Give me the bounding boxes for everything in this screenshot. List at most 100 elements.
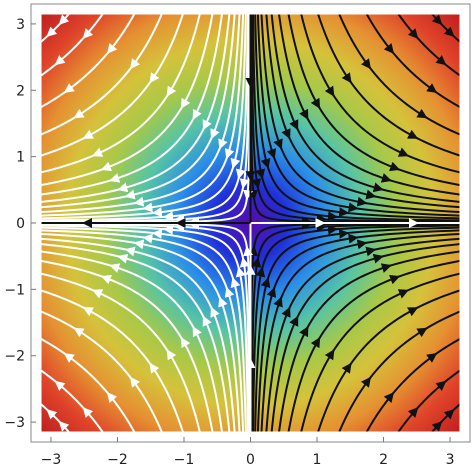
stream-arrow	[426, 83, 438, 94]
stream-arrow	[380, 263, 392, 273]
stream-arrow	[73, 327, 85, 338]
streamline	[41, 14, 251, 223]
stream-arrow	[210, 306, 220, 318]
stream-arrow	[63, 352, 75, 363]
streamline	[41, 14, 236, 209]
stream-arrow	[251, 256, 262, 268]
streamline	[41, 14, 104, 77]
streamline	[338, 310, 460, 432]
stream-arrow	[82, 306, 94, 317]
y-tick-label: 2	[16, 83, 25, 99]
stream-arrow	[310, 337, 321, 349]
stream-arrow	[348, 202, 359, 213]
streamline	[41, 250, 223, 432]
stream-arrow	[299, 108, 309, 120]
stream-arrow	[224, 286, 235, 298]
stream-arrow	[218, 138, 228, 150]
x-tick-label: −3	[41, 452, 62, 468]
x-tick-label: 3	[446, 452, 455, 468]
stream-arrow	[383, 42, 395, 54]
stream-arrow	[324, 85, 335, 97]
y-tick-label: 1	[16, 150, 25, 166]
stream-arrow	[255, 168, 266, 180]
stream-arrow	[230, 277, 241, 289]
streamline	[41, 232, 241, 432]
stream-arrow	[54, 380, 66, 391]
y-tick-label: −2	[4, 349, 25, 365]
streamline	[256, 14, 460, 217]
streamline	[300, 14, 460, 174]
streamline	[287, 260, 460, 432]
streamline	[41, 14, 223, 196]
stream-arrow	[149, 362, 160, 374]
stream-arrow	[260, 277, 271, 289]
stream-arrow	[348, 233, 359, 244]
stream-arrow	[166, 349, 177, 361]
streamline	[41, 14, 163, 136]
stream-arrow	[235, 168, 246, 180]
y-tick-label: −3	[4, 415, 25, 431]
stream-arrow	[380, 173, 392, 183]
stream-arrow	[92, 147, 104, 157]
stream-arrow	[180, 337, 191, 349]
stream-arrow	[273, 138, 283, 150]
streamline	[41, 14, 249, 222]
streamline	[41, 369, 104, 432]
stream-arrow	[281, 306, 291, 318]
stream-arrow	[389, 161, 401, 172]
stream-arrow	[426, 352, 438, 363]
stream-arrow	[192, 108, 202, 120]
axes: −3 −2 −1 0 1 2 3 −3 −2 −1 0 1 2 3	[4, 17, 454, 468]
streamline	[397, 14, 460, 77]
stream-arrow	[407, 28, 419, 39]
streamline	[41, 260, 214, 432]
stream-arrow	[289, 315, 299, 327]
streamline	[365, 14, 460, 108]
stream-arrow	[372, 253, 384, 264]
streamline	[365, 338, 460, 432]
stream-arrow	[224, 148, 235, 160]
streamline	[278, 14, 460, 196]
stream-arrow	[324, 349, 335, 361]
streamline	[252, 224, 460, 432]
stream-arrow	[435, 380, 447, 391]
streamline	[41, 14, 136, 108]
streamline	[260, 232, 460, 432]
stream-arrow	[365, 189, 377, 200]
streamline	[41, 226, 247, 432]
stream-arrow	[299, 326, 309, 338]
streamline	[41, 14, 214, 186]
streamline	[270, 243, 460, 432]
streamline	[317, 289, 460, 432]
streamline	[41, 14, 231, 203]
stream-arrow	[202, 119, 212, 131]
stream-arrow	[82, 129, 94, 140]
stream-arrow	[180, 97, 191, 109]
y-tick-label: 3	[16, 17, 25, 33]
y-tick-label: −1	[4, 282, 25, 298]
stream-arrow	[117, 253, 129, 264]
stream-arrow	[266, 286, 277, 298]
stream-arrow	[202, 315, 212, 327]
stream-arrow	[109, 173, 121, 183]
streamline	[256, 229, 460, 432]
stream-arrow	[63, 83, 75, 94]
streamline	[41, 243, 231, 432]
streamline	[41, 14, 247, 220]
stream-arrow	[416, 327, 428, 338]
stream-arrow	[407, 407, 419, 418]
stream-arrow	[106, 392, 118, 404]
streamline	[300, 272, 460, 432]
streamline	[41, 14, 245, 217]
streamline	[41, 14, 201, 174]
streamline	[254, 14, 460, 220]
stream-arrow	[266, 148, 277, 160]
x-tick-label: −2	[107, 452, 128, 468]
streamline	[397, 369, 460, 432]
stream-arrow	[151, 207, 163, 218]
stream-arrow	[210, 128, 220, 140]
stream-arrow	[239, 178, 250, 190]
stream-arrow	[341, 362, 352, 374]
stream-arrow	[54, 55, 66, 66]
